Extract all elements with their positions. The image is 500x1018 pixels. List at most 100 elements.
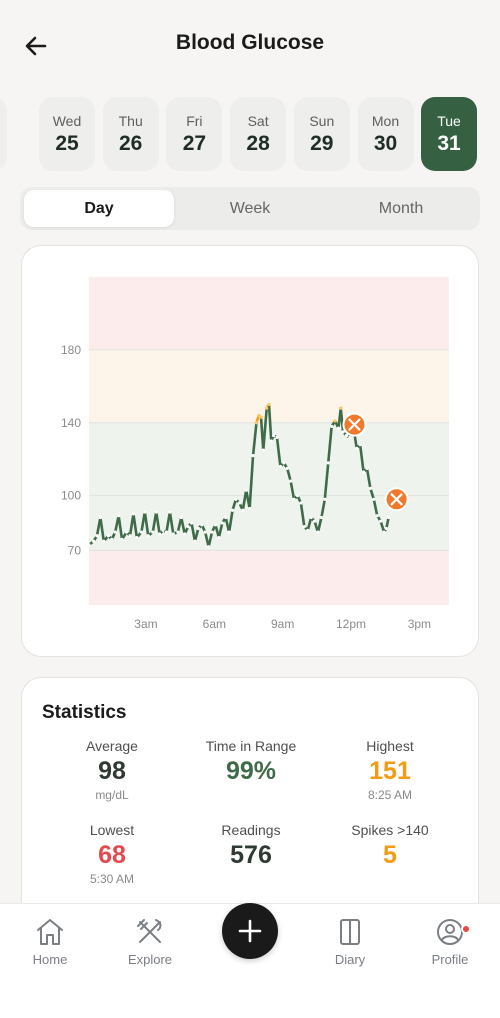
glucose-reading-point <box>306 528 310 532</box>
glucose-reading-point <box>87 543 91 547</box>
glucose-reading-point <box>257 413 261 418</box>
glucose-reading-point <box>213 523 218 527</box>
glucose-reading-point <box>207 545 211 549</box>
back-button[interactable] <box>20 30 52 62</box>
glucose-reading-point <box>98 515 102 520</box>
date-chip-fri[interactable]: Fri 27 <box>166 97 223 171</box>
glucose-reading-point <box>302 525 306 529</box>
glucose-reading-point <box>237 501 241 505</box>
glucose-reading-point <box>217 535 221 540</box>
glucose-reading-point <box>158 532 162 536</box>
stat-value: 5 <box>383 841 397 869</box>
glucose-line-segment <box>285 467 292 483</box>
date-chip-day: 27 <box>182 131 207 155</box>
statistics-title: Statistics <box>42 702 127 723</box>
meal-marker[interactable] <box>342 412 367 437</box>
range-zone-3 <box>89 277 449 350</box>
glucose-reading-point <box>120 537 124 541</box>
date-chip-day: 28 <box>246 131 270 155</box>
tab-label: Home <box>32 952 68 967</box>
date-chip-weekday: Thu <box>118 112 143 129</box>
glucose-reading-point <box>365 466 369 470</box>
glucose-reading-point <box>168 510 172 514</box>
glucose-reading-point <box>341 430 345 434</box>
tab-profile[interactable]: Profile <box>410 916 490 967</box>
glucose-reading-point <box>361 470 366 474</box>
stat-readings: Readings 576 <box>176 822 326 870</box>
glucose-reading-point <box>299 501 303 505</box>
glucose-line-segment <box>99 516 106 543</box>
glucose-reading-point <box>358 443 362 447</box>
tab-week[interactable]: Week <box>229 199 271 217</box>
date-chip-weekday: Sun <box>309 112 335 129</box>
stat-label: Highest <box>366 738 414 754</box>
glucose-reading-point <box>261 448 265 452</box>
glucose-reading-point <box>375 514 379 518</box>
glucose-reading-point <box>379 519 383 523</box>
glucose-reading-point <box>139 530 144 534</box>
tab-explore[interactable]: Explore <box>110 916 190 967</box>
fork-knife-icon <box>390 493 403 506</box>
add-button[interactable] <box>222 903 278 959</box>
tab-home[interactable]: Home <box>10 916 90 967</box>
date-chip-sun[interactable]: Sun 29 <box>293 97 350 171</box>
stat-average: Average 98 mg/dL <box>37 738 187 802</box>
glucose-line-segment <box>193 527 200 543</box>
glucose-reading-point <box>135 535 139 540</box>
glucose-reading-point <box>269 439 273 443</box>
glucose-reading-point <box>326 461 330 465</box>
glucose-line-segment <box>385 516 390 530</box>
glucose-line-segment <box>289 479 296 501</box>
glucose-reading-point <box>372 497 376 501</box>
tab-month[interactable]: Month <box>378 199 424 217</box>
stat-spikes-140: Spikes >140 5 <box>315 822 465 870</box>
glucose-reading-point <box>282 461 286 465</box>
date-chip-wed[interactable]: Wed 25 <box>39 97 95 171</box>
glucose-reading-point <box>176 530 180 534</box>
date-chip-sat[interactable]: Sat 28 <box>230 97 287 171</box>
period-segmented-control: Day Week Month <box>20 187 480 230</box>
x-tick-label: 3am <box>134 617 157 631</box>
glucose-reading-point <box>387 515 391 520</box>
stat-subtext: 8:25 AM <box>367 788 413 802</box>
glucose-reading-point <box>110 537 114 541</box>
glucose-reading-point <box>224 515 228 520</box>
fork-knife-icon <box>348 418 361 431</box>
stat-label: Readings <box>221 822 281 838</box>
x-tick-label: 3pm <box>408 617 431 631</box>
glucose-reading-point <box>95 534 99 538</box>
stat-subtext: 5:30 AM <box>89 872 135 886</box>
glucose-line-segment <box>179 516 186 536</box>
tab-diary[interactable]: Diary <box>310 916 390 967</box>
glucose-reading-point <box>295 494 300 498</box>
date-chip-thu[interactable]: Thu 26 <box>102 97 159 171</box>
glucose-reading-point <box>227 530 231 534</box>
glucose-reading-point <box>244 488 248 492</box>
stat-value: 68 <box>98 841 126 869</box>
stat-label: Spikes >140 <box>351 822 429 838</box>
glucose-reading-point <box>348 435 352 439</box>
glucose-reading-point <box>316 530 320 534</box>
glucose-reading-point <box>336 426 341 430</box>
stat-label: Lowest <box>89 822 135 838</box>
glucose-line-segment <box>231 498 238 512</box>
stat-label: Average <box>86 738 138 754</box>
glucose-reading-point <box>251 453 255 458</box>
glucose-chart: 70 100 140 180 3am 6am 9am 12pm 3pm <box>61 277 449 631</box>
glucose-reading-point <box>275 435 279 439</box>
glucose-reading-point <box>384 526 388 531</box>
glucose-reading-point <box>193 539 197 543</box>
glucose-reading-point <box>355 446 359 450</box>
glucose-line-segment <box>168 510 175 536</box>
meal-marker[interactable] <box>384 487 409 512</box>
glucose-reading-point <box>344 433 349 438</box>
glucose-reading-point <box>161 528 165 532</box>
glucose-line-segment <box>323 461 330 501</box>
date-chip-weekday: Tue <box>437 112 461 129</box>
glucose-line-segment <box>316 516 323 534</box>
glucose-reading-point <box>312 519 317 523</box>
date-chip-tue[interactable]: Tue 31 <box>421 97 477 171</box>
glucose-reading-point <box>203 530 207 534</box>
tab-day[interactable]: Day <box>24 190 174 227</box>
date-chip-mon[interactable]: Mon 30 <box>357 97 414 171</box>
